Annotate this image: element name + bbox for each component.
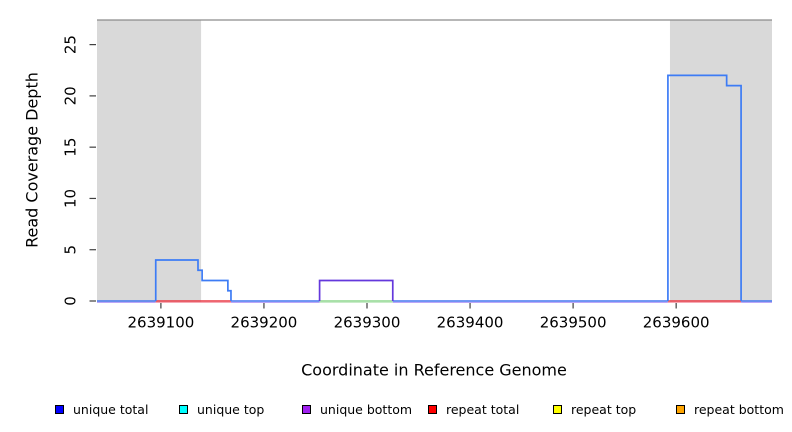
legend-label: unique total xyxy=(73,401,149,417)
legend-item-unique-bottom: unique bottom xyxy=(302,401,413,417)
legend-item-repeat-total: repeat total xyxy=(428,401,520,417)
legend-swatch xyxy=(428,404,437,414)
x-tick-label: 2639100 xyxy=(127,314,194,332)
series-line-unique-total xyxy=(154,259,232,301)
x-tick-label: 2639200 xyxy=(231,314,298,332)
legend-swatch xyxy=(179,404,188,414)
legend-item-repeat-bottom: repeat bottom xyxy=(676,401,784,417)
legend: unique total unique top unique bottom repea… xyxy=(0,402,792,432)
y-tick-label: 5 xyxy=(62,245,80,255)
x-tick-label: 2639600 xyxy=(643,314,710,332)
legend-label: repeat bottom xyxy=(694,401,784,417)
legend-swatch xyxy=(553,404,562,414)
y-tick-label: 0 xyxy=(62,296,80,306)
legend-item-unique-top: unique top xyxy=(179,401,265,417)
legend-swatch xyxy=(676,404,685,414)
legend-swatch xyxy=(55,404,64,414)
series-line-unique-bottom xyxy=(318,279,394,301)
x-tick-label: 2639500 xyxy=(540,314,607,332)
shaded-region-left xyxy=(97,20,202,303)
legend-label: unique bottom xyxy=(320,401,413,417)
legend-item-unique-total: unique total xyxy=(55,401,149,417)
y-tick-label: 25 xyxy=(62,35,80,54)
series-line-unique-total xyxy=(667,74,742,301)
legend-swatch xyxy=(302,404,311,414)
x-axis-title: Coordinate in Reference Genome xyxy=(301,360,567,380)
x-tick-label: 2639400 xyxy=(437,314,504,332)
y-tick-label: 15 xyxy=(62,138,80,157)
y-axis-title: Read Coverage Depth xyxy=(22,72,42,248)
y-tick-label: 10 xyxy=(62,189,80,208)
legend-label: unique top xyxy=(197,401,265,417)
legend-label: repeat top xyxy=(571,401,637,417)
y-tick-label: 20 xyxy=(62,86,80,105)
legend-item-repeat-top: repeat top xyxy=(553,401,637,417)
legend-label: repeat total xyxy=(446,401,520,417)
shaded-region-right xyxy=(669,20,772,303)
x-tick-label: 2639300 xyxy=(334,314,401,332)
